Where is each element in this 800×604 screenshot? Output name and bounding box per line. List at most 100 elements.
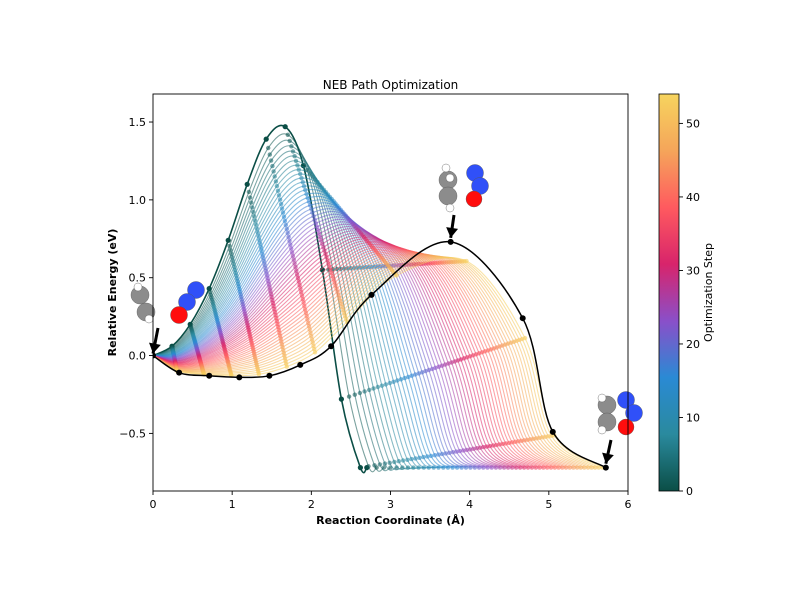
data-point bbox=[425, 454, 430, 459]
nitrogen-atom bbox=[617, 391, 635, 409]
data-point bbox=[285, 132, 290, 137]
data-point bbox=[416, 371, 421, 376]
colorbar bbox=[658, 93, 680, 492]
y-axis: −0.5 0.0 0.5 1.0 1.5 bbox=[119, 116, 153, 440]
data-point bbox=[289, 144, 294, 149]
data-point bbox=[314, 224, 320, 229]
data-point bbox=[383, 382, 388, 387]
oxygen-atom bbox=[170, 306, 188, 324]
data-point bbox=[318, 234, 323, 240]
data-point bbox=[301, 184, 307, 189]
data-point bbox=[398, 377, 404, 382]
data-point bbox=[477, 445, 483, 450]
data-point bbox=[278, 201, 284, 207]
data-point bbox=[352, 392, 357, 397]
data-point bbox=[250, 205, 255, 210]
data-point bbox=[292, 261, 297, 266]
data-point bbox=[306, 199, 312, 204]
data-point bbox=[402, 375, 407, 381]
data-point bbox=[304, 191, 309, 197]
data-point bbox=[303, 310, 309, 315]
data-point bbox=[428, 453, 434, 459]
data-point bbox=[464, 447, 469, 453]
data-point bbox=[382, 461, 388, 466]
data-point bbox=[436, 452, 441, 457]
colorbar-tick-label: 50 bbox=[686, 117, 700, 130]
data-point bbox=[225, 237, 231, 243]
final-path-point bbox=[176, 369, 183, 376]
data-point bbox=[309, 333, 314, 339]
data-point bbox=[467, 447, 473, 452]
data-point bbox=[413, 456, 418, 461]
data-point bbox=[379, 383, 385, 388]
data-point bbox=[394, 465, 399, 470]
data-point bbox=[357, 390, 363, 396]
data-point bbox=[260, 252, 265, 257]
data-point bbox=[293, 158, 299, 164]
data-point bbox=[366, 464, 371, 469]
data-point bbox=[305, 317, 310, 322]
data-point bbox=[290, 253, 296, 259]
data-point bbox=[229, 251, 234, 256]
colorbar-tick-label: 20 bbox=[686, 338, 700, 351]
data-point bbox=[287, 238, 292, 243]
data-point bbox=[387, 380, 392, 386]
hydrogen-atom bbox=[445, 203, 455, 213]
data-point bbox=[298, 286, 303, 291]
data-point bbox=[282, 124, 288, 130]
x-tick-label: 5 bbox=[545, 498, 552, 511]
data-point bbox=[228, 247, 233, 253]
colorbar-tick-label: 0 bbox=[686, 485, 693, 498]
data-point bbox=[306, 320, 311, 326]
data-point bbox=[305, 195, 310, 200]
data-point bbox=[432, 453, 437, 458]
data-point bbox=[294, 272, 300, 277]
oxygen-atom bbox=[465, 190, 483, 208]
data-point bbox=[471, 446, 476, 451]
nitrogen-atom bbox=[625, 404, 643, 422]
data-point bbox=[295, 163, 300, 168]
colorbar-tick-label: 40 bbox=[686, 191, 700, 204]
data-point bbox=[324, 254, 329, 260]
data-point bbox=[433, 365, 438, 370]
data-point bbox=[312, 217, 317, 222]
x-tick-label: 3 bbox=[387, 498, 394, 511]
arrow-head bbox=[446, 227, 459, 238]
data-point bbox=[261, 259, 267, 264]
x-tick-label: 1 bbox=[229, 498, 236, 511]
arrow-head bbox=[602, 452, 614, 464]
data-point bbox=[265, 275, 270, 280]
data-point bbox=[263, 265, 268, 271]
data-point bbox=[270, 163, 275, 169]
data-point bbox=[256, 233, 261, 239]
data-point bbox=[307, 327, 312, 332]
data-point bbox=[315, 228, 321, 233]
data-point bbox=[256, 372, 262, 377]
data-point bbox=[321, 245, 326, 250]
data-point bbox=[372, 463, 377, 468]
y-axis-label: Relative Energy (eV) bbox=[106, 229, 119, 357]
data-point bbox=[255, 230, 260, 235]
data-point bbox=[396, 459, 401, 464]
hydrogen-atom bbox=[597, 425, 607, 435]
final-path-point bbox=[236, 374, 243, 381]
data-point bbox=[276, 193, 282, 198]
data-point bbox=[284, 364, 289, 369]
hydrogen-atom bbox=[445, 173, 455, 183]
data-point bbox=[289, 246, 294, 251]
final-path-point bbox=[368, 291, 375, 298]
data-point bbox=[302, 307, 308, 312]
data-point bbox=[320, 241, 325, 246]
data-point bbox=[306, 324, 312, 329]
y-tick-label: 0.5 bbox=[129, 272, 147, 285]
data-point bbox=[395, 378, 400, 383]
final-path-point bbox=[519, 315, 526, 322]
data-point bbox=[246, 189, 252, 195]
data-point bbox=[280, 210, 286, 215]
data-point bbox=[461, 448, 466, 453]
data-point bbox=[387, 460, 392, 465]
data-point bbox=[258, 245, 264, 250]
data-point bbox=[260, 255, 266, 260]
data-point bbox=[420, 370, 425, 375]
